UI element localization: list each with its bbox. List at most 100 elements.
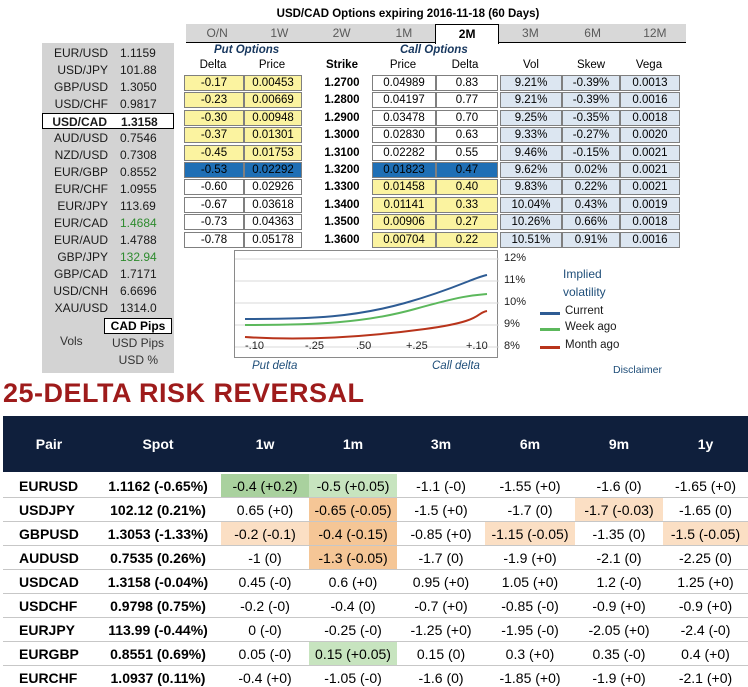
pair-item-eurcad[interactable]: EUR/CAD 1.4684 bbox=[42, 215, 174, 231]
legend-week-ago: Week ago bbox=[565, 321, 617, 333]
col-put-price: Price bbox=[258, 59, 286, 71]
rr-header-9m[interactable]: 9m bbox=[608, 436, 630, 452]
strike-cell: 1.3100 bbox=[324, 146, 360, 159]
y-tick: 10% bbox=[504, 296, 527, 308]
rr-header-1w[interactable]: 1w bbox=[255, 436, 275, 452]
rr-row-usdcad: USDCAD 1.3158 (-0.04%) 0.45 (-0) 0.6 (+0) 0.… bbox=[3, 570, 748, 594]
call-price-cell: 0.01141 bbox=[372, 196, 436, 213]
legend-month-ago: Month ago bbox=[565, 339, 620, 351]
rr-spot: 0.8551 (0.69%) bbox=[110, 646, 206, 662]
vol-cell: 9.83% bbox=[500, 179, 562, 196]
tab-12m[interactable]: 12M bbox=[643, 26, 667, 40]
rr-cell-6m: 0.3 (+0) bbox=[505, 646, 555, 662]
vol-cell: 9.33% bbox=[500, 127, 562, 144]
rr-header-6m[interactable]: 6m bbox=[519, 436, 541, 452]
call-price-cell: 0.04989 bbox=[372, 75, 436, 91]
pair-rate: 1.0955 bbox=[120, 182, 157, 196]
cad-pips-button[interactable]: CAD Pips bbox=[104, 318, 172, 334]
rr-cell-1w: -0.2 (-0.1) bbox=[221, 522, 309, 545]
y-tick: 9% bbox=[504, 318, 520, 330]
rr-spot: 1.0937 (0.11%) bbox=[110, 670, 206, 686]
rr-pair: EURCHF bbox=[19, 670, 78, 686]
call-options-header: Call Options bbox=[400, 44, 468, 56]
call-delta-cell: 0.33 bbox=[436, 196, 498, 213]
pair-item-eurusd[interactable]: EUR/USD 1.1159 bbox=[42, 45, 174, 61]
disclaimer-link[interactable]: Disclaimer bbox=[613, 364, 663, 376]
pair-item-nzdusd[interactable]: NZD/USD 0.7308 bbox=[42, 147, 174, 163]
rr-header-1m[interactable]: 1m bbox=[342, 436, 364, 452]
tab-2m[interactable]: 2M bbox=[435, 24, 500, 44]
tab-on[interactable]: O/N bbox=[206, 26, 228, 40]
put-price-cell: 0.05178 bbox=[244, 231, 302, 248]
pair-item-usdcnh[interactable]: USD/CNH 6.6696 bbox=[42, 283, 174, 299]
rr-pair: USDJPY bbox=[19, 502, 76, 518]
rr-cell-6m: -1.85 (+0) bbox=[499, 670, 561, 686]
rr-cell-1m: -0.4 (-0.15) bbox=[309, 522, 397, 545]
vega-cell: 0.0021 bbox=[620, 179, 680, 196]
vega-cell: 0.0016 bbox=[620, 92, 680, 109]
pair-rate: 1.3050 bbox=[120, 80, 157, 94]
rr-cell-3m: -1.5 (+0) bbox=[414, 502, 468, 518]
rr-header-spot[interactable]: Spot bbox=[142, 436, 174, 452]
legend-title: Implied volatility bbox=[563, 267, 606, 299]
vega-cell: 0.0016 bbox=[620, 231, 680, 248]
tab-1w[interactable]: 1W bbox=[270, 26, 289, 40]
vega-cell: 0.0021 bbox=[620, 144, 680, 161]
expiry-tabs: O/N 1W 2W 1M 2M 3M 6M 12M bbox=[186, 24, 686, 44]
call-price-cell: 0.03478 bbox=[372, 109, 436, 126]
col-strike: Strike bbox=[326, 59, 358, 71]
skew-cell: 0.66% bbox=[562, 214, 620, 231]
strike-cell: 1.3300 bbox=[324, 181, 360, 194]
pair-item-euraud[interactable]: EUR/AUD 1.4788 bbox=[42, 232, 174, 248]
col-skew: Skew bbox=[576, 59, 606, 71]
strike-cell: 1.2700 bbox=[324, 77, 360, 89]
pair-item-audusd[interactable]: AUD/USD 0.7546 bbox=[42, 130, 174, 146]
rr-row-eurchf: EURCHF 1.0937 (0.11%) -0.4 (+0) -1.05 (-0) -… bbox=[3, 666, 748, 687]
tab-3m[interactable]: 3M bbox=[522, 26, 539, 40]
pair-item-usdcad[interactable]: USD/CAD 1.3158 bbox=[42, 113, 174, 129]
call-delta-cell: 0.40 bbox=[436, 179, 498, 196]
pair-rate: 113.69 bbox=[120, 199, 156, 213]
rr-cell-1y: -2.25 (0) bbox=[679, 550, 732, 566]
skew-cell: -0.27% bbox=[562, 127, 620, 144]
usd-pct-option[interactable]: USD % bbox=[118, 353, 158, 367]
put-price-cell: 0.03618 bbox=[244, 196, 302, 213]
month-ago-vol-line bbox=[244, 310, 488, 340]
pair-item-usdchf[interactable]: USD/CHF 0.9817 bbox=[42, 96, 174, 112]
rr-cell-1w: -0.4 (+0.2) bbox=[221, 474, 309, 497]
rr-pair: GBPUSD bbox=[19, 526, 79, 542]
implied-vol-plot bbox=[235, 258, 499, 348]
rr-row-usdchf: USDCHF 0.9798 (0.75%) -0.2 (-0) -0.4 (0) -0.… bbox=[3, 594, 748, 618]
strike-cell: 1.2800 bbox=[324, 94, 360, 107]
tab-2w[interactable]: 2W bbox=[332, 26, 351, 40]
pair-item-xauusd[interactable]: XAU/USD 1314.0 bbox=[42, 300, 174, 316]
put-price-cell: 0.00948 bbox=[244, 109, 302, 126]
rr-cell-9m: -1.9 (+0) bbox=[592, 670, 646, 686]
call-delta-cell: 0.22 bbox=[436, 231, 498, 248]
rr-row-gbpusd: GBPUSD 1.3053 (-1.33%) -0.2 (-0.1) -0.4 (-0… bbox=[3, 522, 748, 546]
pair-item-gbpjpy[interactable]: GBP/JPY 132.94 bbox=[42, 249, 174, 265]
vega-cell: 0.0013 bbox=[620, 75, 680, 91]
rr-cell-9m: -2.05 (+0) bbox=[588, 622, 650, 638]
strike-cell: 1.3400 bbox=[324, 198, 360, 211]
pair-name: NZD/USD bbox=[54, 148, 108, 162]
tab-1m[interactable]: 1M bbox=[395, 26, 413, 40]
pair-item-usdjpy[interactable]: USD/JPY 101.88 bbox=[42, 62, 174, 78]
pair-item-eurjpy[interactable]: EUR/JPY 113.69 bbox=[42, 198, 174, 214]
pair-rate: 1.1159 bbox=[120, 46, 156, 60]
pair-item-eurchf[interactable]: EUR/CHF 1.0955 bbox=[42, 181, 174, 197]
pair-item-gbpcad[interactable]: GBP/CAD 1.7171 bbox=[42, 266, 174, 282]
rr-cell-3m: -0.7 (+0) bbox=[414, 598, 468, 614]
usd-pips-option[interactable]: USD Pips bbox=[111, 336, 164, 350]
rr-header-1y[interactable]: 1y bbox=[697, 436, 714, 452]
pair-item-gbpusd[interactable]: GBP/USD 1.3050 bbox=[42, 79, 174, 95]
rr-cell-6m: -1.9 (+0) bbox=[503, 550, 557, 566]
pair-item-eurgbp[interactable]: EUR/GBP 0.8552 bbox=[42, 164, 174, 180]
rr-cell-9m: -1.35 (0) bbox=[592, 526, 646, 542]
rr-header-pair[interactable]: Pair bbox=[35, 436, 63, 452]
pair-rate: 1.7171 bbox=[120, 267, 157, 281]
put-delta-cell: -0.45 bbox=[184, 144, 244, 161]
tab-6m[interactable]: 6M bbox=[584, 26, 601, 40]
skew-cell: 0.02% bbox=[562, 162, 620, 178]
rr-header-3m[interactable]: 3m bbox=[430, 436, 452, 452]
